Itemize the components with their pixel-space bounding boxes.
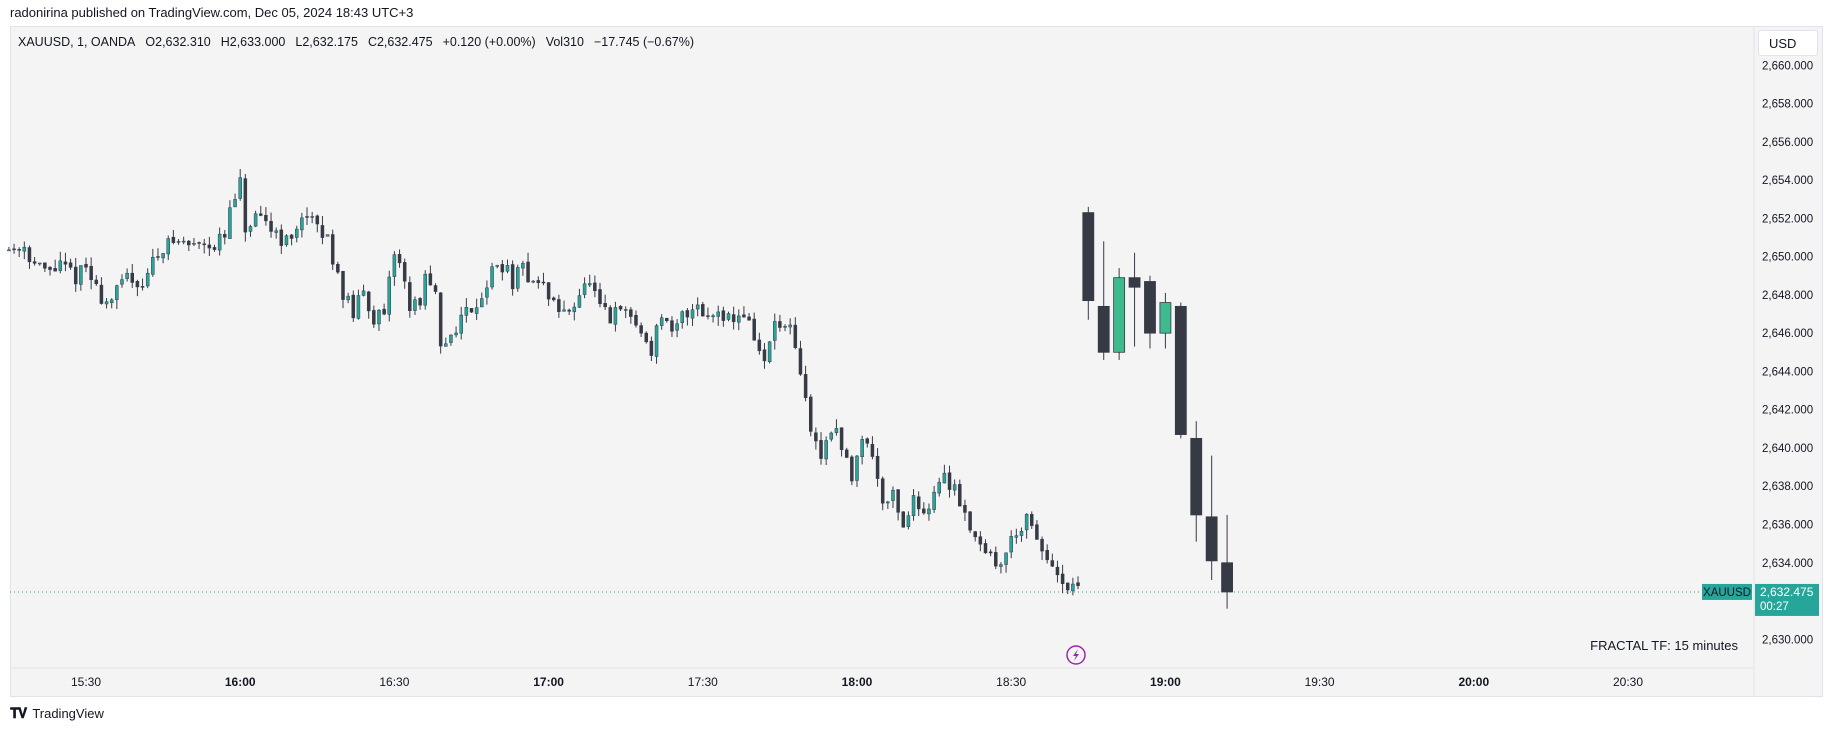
- footer-brand[interactable]: TradingView: [32, 706, 104, 721]
- currency-button[interactable]: USD: [1758, 30, 1818, 56]
- legend-symbol[interactable]: XAUUSD, 1, OANDA: [18, 35, 136, 49]
- footer: 𝐓𝐕 TradingView: [10, 705, 104, 722]
- publish-line: radonirina published on TradingView.com,…: [10, 5, 414, 20]
- legend-open: O2,632.310: [145, 35, 211, 49]
- legend-high: H2,633.000: [220, 35, 286, 49]
- legend-close: C2,632.475: [367, 35, 433, 49]
- tradingview-logo-icon[interactable]: 𝐓𝐕: [10, 705, 27, 721]
- legend-volume: Vol310: [545, 35, 584, 49]
- legend-low: L2,632.175: [295, 35, 358, 49]
- chart-panel[interactable]: [10, 26, 1823, 697]
- symbol-legend: XAUUSD, 1, OANDA O2,632.310 H2,633.000 L…: [18, 35, 694, 49]
- legend-change: +0.120 (+0.00%): [442, 35, 536, 49]
- legend-volume-change: −17.745 (−0.67%): [593, 35, 695, 49]
